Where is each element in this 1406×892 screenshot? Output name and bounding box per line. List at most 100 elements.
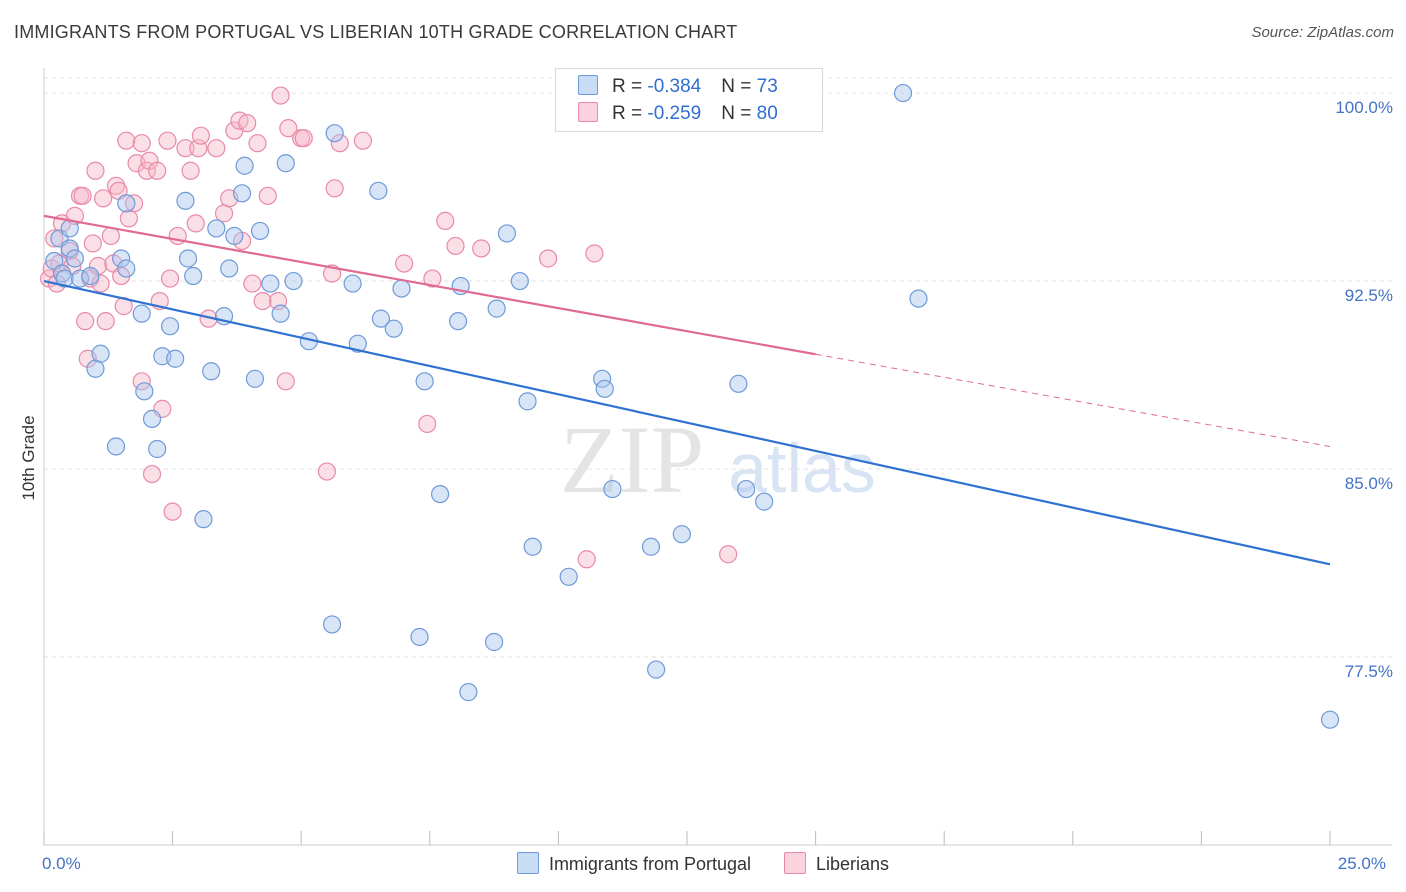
point-portugal — [410, 627, 429, 647]
point-liberians — [243, 274, 262, 293]
point-portugal — [220, 259, 239, 278]
point-portugal — [132, 304, 151, 323]
point-liberians — [186, 214, 205, 233]
point-portugal — [178, 249, 198, 268]
point-portugal — [176, 191, 195, 210]
point-liberians — [719, 545, 738, 564]
point-portugal — [86, 359, 105, 378]
point-portugal — [112, 249, 131, 268]
point-portugal — [276, 154, 295, 173]
point-liberians — [472, 239, 491, 258]
point-portugal — [160, 317, 180, 336]
point-portugal — [909, 289, 928, 308]
point-portugal — [65, 249, 84, 268]
point-portugal — [755, 492, 774, 511]
point-liberians — [106, 176, 126, 195]
point-portugal — [135, 382, 154, 401]
legend-n-value: 80 — [756, 103, 778, 124]
point-portugal — [672, 525, 691, 544]
point-portugal — [235, 156, 254, 175]
point-liberians — [418, 414, 437, 434]
legend-n-value: 73 — [756, 76, 778, 97]
trend-lines — [43, 214, 1331, 566]
point-liberians — [253, 292, 272, 311]
point-portugal — [117, 194, 136, 213]
point-portugal — [325, 124, 344, 143]
point-portugal — [60, 239, 79, 258]
point-liberians — [423, 269, 442, 288]
point-portugal — [523, 537, 542, 556]
point-portugal — [225, 226, 244, 246]
point-liberians — [88, 256, 108, 276]
point-portugal — [207, 219, 226, 238]
legend-swatch-portugal — [578, 75, 598, 95]
point-liberians — [207, 139, 226, 158]
point-liberians — [132, 134, 151, 153]
point-portugal — [371, 309, 391, 328]
point-liberians — [325, 179, 344, 198]
point-portugal — [448, 312, 468, 331]
point-portugal — [487, 299, 506, 318]
legend-swatch-portugal — [516, 852, 539, 874]
axes — [43, 68, 1392, 846]
point-liberians — [45, 229, 64, 248]
point-liberians — [76, 312, 95, 331]
x-tick-label: 25.0% — [1338, 854, 1386, 873]
legend-r-value: -0.259 — [647, 103, 702, 124]
point-portugal — [603, 479, 622, 499]
legend-row-portugal: R = -0.384 N = 73 — [578, 75, 778, 101]
chart-title: IMMIGRANTS FROM PORTUGAL VS LIBERIAN 10T… — [14, 22, 738, 42]
point-portugal — [595, 379, 614, 398]
point-liberians — [158, 131, 177, 150]
y-tick-label: 92.5% — [1345, 286, 1393, 305]
point-liberians — [83, 234, 102, 253]
point-portugal — [271, 304, 290, 323]
point-portugal — [52, 264, 72, 283]
point-portugal — [284, 271, 303, 291]
point-portugal — [415, 372, 434, 391]
point-portugal — [106, 437, 126, 456]
point-liberians — [294, 129, 313, 148]
point-portugal — [485, 632, 504, 652]
point-liberians — [119, 209, 138, 228]
point-portugal — [343, 274, 362, 293]
point-portugal — [369, 181, 388, 200]
point-liberians — [577, 550, 596, 569]
legend-row-liberians: R = -0.259 N = 80 — [578, 102, 778, 128]
trend-line-liberians-dashed — [815, 353, 1331, 447]
y-tick-label: 100.0% — [1335, 98, 1393, 117]
point-portugal — [348, 334, 367, 353]
y-axis-title: 10th Grade — [19, 415, 38, 500]
point-liberians — [86, 161, 105, 180]
point-liberians — [539, 249, 558, 268]
trend-line-liberians — [43, 214, 816, 356]
point-liberians — [214, 204, 234, 223]
correlation-legend: R = -0.384 N = 73 R = -0.259 N = 80 — [555, 68, 823, 132]
point-portugal — [232, 184, 252, 203]
point-liberians — [585, 244, 604, 263]
point-portugal — [647, 660, 666, 679]
trend-line-portugal — [43, 279, 1331, 566]
y-tick-label: 85.0% — [1345, 474, 1393, 493]
point-portugal — [261, 274, 280, 293]
point-liberians — [96, 312, 115, 331]
point-portugal — [55, 269, 74, 288]
point-liberians — [160, 269, 180, 288]
point-portugal — [166, 349, 185, 368]
point-liberians — [148, 161, 167, 180]
legend-r-value: -0.384 — [647, 76, 702, 97]
point-portugal — [384, 319, 403, 338]
series-legend: Immigrants from Portugal Liberians — [0, 852, 1406, 875]
point-liberians — [394, 254, 414, 273]
point-liberians — [142, 464, 162, 484]
legend-label-portugal: Immigrants from Portugal — [548, 854, 751, 874]
point-liberians — [279, 119, 298, 138]
point-portugal — [245, 369, 265, 388]
point-liberians — [238, 114, 257, 133]
point-portugal — [117, 259, 136, 278]
point-liberians — [140, 151, 159, 170]
point-portugal — [559, 567, 578, 586]
point-portugal — [510, 271, 529, 291]
point-liberians — [94, 189, 113, 208]
